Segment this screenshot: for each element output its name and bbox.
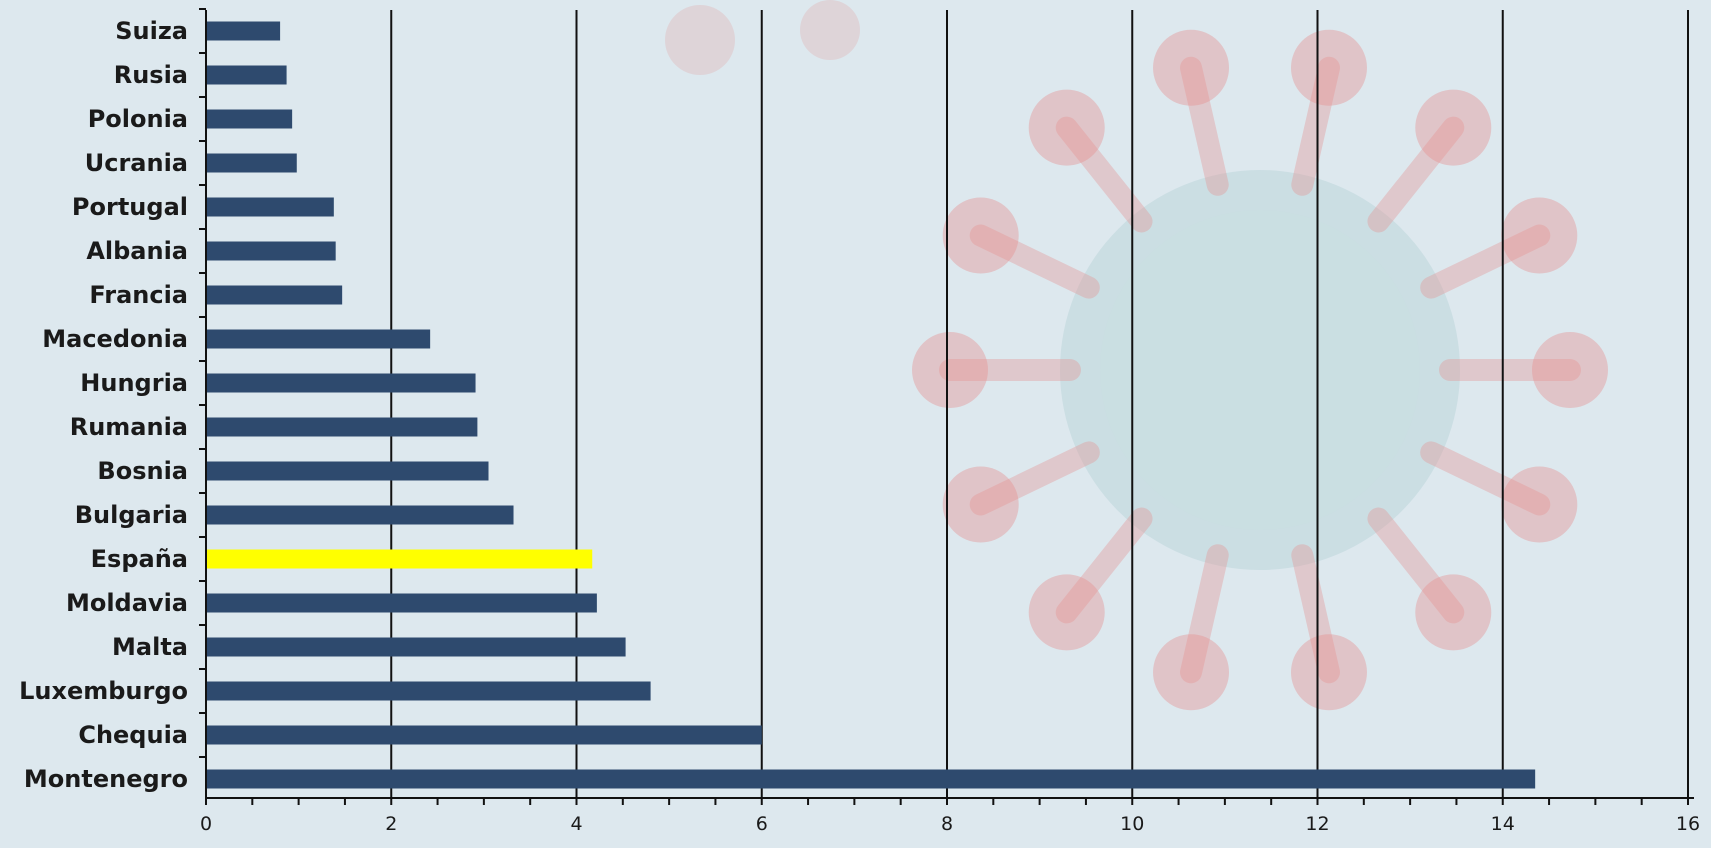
bar-portugal bbox=[206, 197, 334, 217]
category-label: Albania bbox=[86, 237, 188, 265]
category-label: Chequia bbox=[78, 721, 188, 749]
gridlines bbox=[390, 10, 1689, 798]
virus-spike-head bbox=[942, 197, 1019, 274]
virus-spike bbox=[1180, 56, 1229, 196]
category-labels: Suiza Rusia Polonia Ucrania Portugal Albania F… bbox=[19, 17, 188, 793]
virus-spike bbox=[1367, 116, 1465, 233]
category-label: Malta bbox=[112, 633, 188, 661]
bar-moldavia bbox=[206, 593, 597, 613]
virus-spike-head bbox=[1532, 332, 1608, 408]
x-tick-label: 6 bbox=[756, 813, 768, 835]
bar-rumania bbox=[206, 417, 478, 437]
virus-spike bbox=[1420, 224, 1551, 299]
virus-spike bbox=[969, 224, 1100, 299]
virus-spike-head bbox=[1153, 29, 1230, 106]
category-label: Luxemburgo bbox=[19, 677, 188, 705]
bar-rusia bbox=[206, 65, 287, 85]
category-label: España bbox=[91, 545, 188, 573]
x-tick-label: 12 bbox=[1305, 813, 1329, 835]
bar-ucrania bbox=[206, 153, 297, 173]
category-label: Rusia bbox=[114, 61, 188, 89]
virus-spike-head bbox=[912, 332, 988, 408]
virus-spike-head-small bbox=[665, 5, 735, 75]
category-label: Hungria bbox=[80, 369, 188, 397]
virus-spike-head bbox=[1290, 634, 1367, 711]
category-label: Rumania bbox=[70, 413, 188, 441]
virus-spike bbox=[1420, 441, 1551, 516]
virus-spike-head bbox=[1290, 29, 1367, 106]
virus-spike bbox=[1291, 544, 1340, 684]
category-label: Bosnia bbox=[97, 457, 188, 485]
virus-spike-head bbox=[942, 466, 1019, 543]
virus-spike-head bbox=[1501, 466, 1578, 543]
bar-hungria bbox=[206, 373, 476, 393]
category-label: Moldavia bbox=[66, 589, 188, 617]
bar-bulgaria bbox=[206, 505, 514, 525]
category-label: Portugal bbox=[72, 193, 188, 221]
virus-spike-head-small bbox=[800, 0, 860, 60]
x-tick-label: 4 bbox=[570, 813, 582, 835]
virus-spike bbox=[1291, 56, 1340, 196]
x-tick-label: 14 bbox=[1491, 813, 1515, 835]
axes bbox=[199, 8, 1694, 805]
x-tick-label: 8 bbox=[941, 813, 953, 835]
virus-spike-head bbox=[1415, 574, 1492, 651]
virus-spike-head bbox=[1028, 89, 1105, 166]
virus-spike bbox=[969, 441, 1100, 516]
category-label: Francia bbox=[89, 281, 188, 309]
bar-francia bbox=[206, 285, 343, 305]
virus-spike bbox=[1180, 544, 1229, 684]
virus-spike bbox=[1055, 507, 1153, 624]
x-tick-labels: 0 2 4 6 8 10 12 14 16 bbox=[200, 813, 1700, 835]
bar-suiza bbox=[206, 21, 281, 41]
category-label: Bulgaria bbox=[75, 501, 188, 529]
category-label: Montenegro bbox=[24, 765, 188, 793]
bar-macedonia bbox=[206, 329, 431, 349]
category-label: Macedonia bbox=[42, 325, 188, 353]
x-tick-label: 0 bbox=[200, 813, 212, 835]
virus-spike-head bbox=[1028, 574, 1105, 651]
bars bbox=[206, 21, 1536, 789]
bar-bosnia bbox=[206, 461, 489, 481]
category-label: Suiza bbox=[115, 17, 188, 45]
virus-spike-head bbox=[1501, 197, 1578, 274]
x-tick-label: 10 bbox=[1120, 813, 1144, 835]
bar-españa bbox=[206, 549, 593, 569]
virus-spike bbox=[1367, 507, 1465, 624]
virus-spike-head bbox=[1415, 89, 1492, 166]
bar-polonia bbox=[206, 109, 293, 129]
x-tick-label: 2 bbox=[385, 813, 397, 835]
virus-spike-head bbox=[1153, 634, 1230, 711]
bar-luxemburgo bbox=[206, 681, 651, 701]
virus-core bbox=[1100, 210, 1420, 530]
bar-malta bbox=[206, 637, 626, 657]
bar-chequia bbox=[206, 725, 762, 745]
category-label: Polonia bbox=[88, 105, 188, 133]
category-label: Ucrania bbox=[85, 149, 188, 177]
bar-montenegro bbox=[206, 769, 1536, 789]
virus-spike bbox=[1055, 116, 1153, 233]
x-tick-label: 16 bbox=[1676, 813, 1700, 835]
bar-albania bbox=[206, 241, 336, 261]
background-virus-illustration bbox=[665, 0, 1608, 711]
